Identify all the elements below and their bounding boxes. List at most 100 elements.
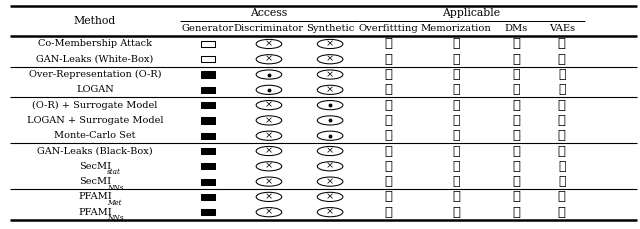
Text: ✓: ✓ <box>512 160 520 173</box>
Text: LOGAN: LOGAN <box>76 85 114 94</box>
Text: ✓: ✓ <box>385 114 392 127</box>
Text: Discriminator: Discriminator <box>234 24 304 33</box>
Text: ✗: ✗ <box>452 144 460 158</box>
Text: ✓: ✓ <box>558 38 566 50</box>
Text: ✓: ✓ <box>385 160 392 173</box>
Text: PFAMI: PFAMI <box>78 192 112 201</box>
Text: Memorization: Memorization <box>420 24 492 33</box>
Text: Monte-Carlo Set: Monte-Carlo Set <box>54 131 136 140</box>
Text: (O-R) + Surrogate Model: (O-R) + Surrogate Model <box>32 101 157 110</box>
Text: ✓: ✓ <box>512 190 520 203</box>
Text: ×: × <box>326 177 334 186</box>
Text: ✗: ✗ <box>558 83 566 96</box>
Text: ✓: ✓ <box>385 175 392 188</box>
Text: ×: × <box>326 147 334 155</box>
Text: NNs: NNs <box>107 214 124 222</box>
Text: ×: × <box>265 116 273 125</box>
Text: ✓: ✓ <box>385 206 392 219</box>
Text: ✗: ✗ <box>452 160 460 173</box>
Text: ✓: ✓ <box>512 53 520 66</box>
Text: ×: × <box>265 147 273 155</box>
Bar <box>201 194 214 200</box>
Text: ✓: ✓ <box>385 129 392 142</box>
Text: ✓: ✓ <box>558 129 566 142</box>
Text: Over-Representation (O-R): Over-Representation (O-R) <box>29 70 161 79</box>
Bar <box>201 117 214 123</box>
Text: ×: × <box>326 70 334 79</box>
Text: ✓: ✓ <box>512 206 520 219</box>
Text: Method: Method <box>74 16 116 26</box>
Text: Access: Access <box>250 8 287 18</box>
Text: ✓: ✓ <box>512 129 520 142</box>
Text: ✓: ✓ <box>385 68 392 81</box>
Text: ×: × <box>265 192 273 201</box>
Text: ✗: ✗ <box>452 129 460 142</box>
Bar <box>201 163 214 169</box>
Bar <box>201 87 214 93</box>
Text: ×: × <box>265 39 273 49</box>
Text: Met: Met <box>107 199 122 207</box>
Bar <box>201 148 214 154</box>
Text: ✓: ✓ <box>558 144 566 158</box>
Text: ✓: ✓ <box>385 190 392 203</box>
Text: ×: × <box>265 55 273 64</box>
Text: ✗: ✗ <box>558 175 566 188</box>
Text: ×: × <box>265 177 273 186</box>
Text: ✗: ✗ <box>512 83 520 96</box>
Text: ✓: ✓ <box>385 83 392 96</box>
Bar <box>201 102 214 108</box>
Text: ✓: ✓ <box>452 190 460 203</box>
Text: VAEs: VAEs <box>548 24 575 33</box>
Text: ✗: ✗ <box>452 38 460 50</box>
Text: ✓: ✓ <box>558 53 566 66</box>
Text: ✓: ✓ <box>512 114 520 127</box>
Text: ✓: ✓ <box>385 53 392 66</box>
Text: ✗: ✗ <box>558 160 566 173</box>
Text: ✓: ✓ <box>385 144 392 158</box>
Text: ✗: ✗ <box>558 68 566 81</box>
Text: Generator: Generator <box>182 24 234 33</box>
Text: ×: × <box>326 192 334 201</box>
Text: ✓: ✓ <box>385 99 392 112</box>
Text: ✗: ✗ <box>452 83 460 96</box>
Text: Synthetic: Synthetic <box>306 24 355 33</box>
Text: GAN-Leaks (White-Box): GAN-Leaks (White-Box) <box>36 55 154 64</box>
Text: ✓: ✓ <box>512 38 520 50</box>
Bar <box>201 56 214 62</box>
Text: ×: × <box>265 131 273 140</box>
Text: NNs: NNs <box>107 184 124 192</box>
Text: ✗: ✗ <box>452 114 460 127</box>
Text: ×: × <box>326 85 334 94</box>
Bar <box>201 178 214 185</box>
Bar <box>201 133 214 139</box>
Bar <box>201 41 214 47</box>
Text: ✓: ✓ <box>512 144 520 158</box>
Text: ×: × <box>265 101 273 110</box>
Text: ×: × <box>265 162 273 171</box>
Text: ✓: ✓ <box>385 38 392 50</box>
Text: ×: × <box>326 162 334 171</box>
Text: GAN-Leaks (Black-Box): GAN-Leaks (Black-Box) <box>37 147 153 155</box>
Text: ✓: ✓ <box>558 206 566 219</box>
Text: DMs: DMs <box>504 24 528 33</box>
Text: Overfittting: Overfittting <box>358 24 419 33</box>
Text: ✓: ✓ <box>558 190 566 203</box>
Text: Applicable: Applicable <box>442 8 500 18</box>
Text: PFAMI: PFAMI <box>78 208 112 217</box>
Text: ✓: ✓ <box>512 99 520 112</box>
Text: ×: × <box>265 208 273 217</box>
Bar <box>201 71 214 78</box>
Text: ✗: ✗ <box>452 53 460 66</box>
Text: ✗: ✗ <box>452 175 460 188</box>
Text: ✓: ✓ <box>558 114 566 127</box>
Bar <box>201 209 214 215</box>
Text: stat: stat <box>107 168 121 176</box>
Text: ×: × <box>326 39 334 49</box>
Text: Co-Membership Attack: Co-Membership Attack <box>38 39 152 49</box>
Text: LOGAN + Surrogate Model: LOGAN + Surrogate Model <box>27 116 163 125</box>
Text: ✓: ✓ <box>558 99 566 112</box>
Text: ×: × <box>326 55 334 64</box>
Text: ✗: ✗ <box>452 99 460 112</box>
Text: SecMI: SecMI <box>79 162 111 171</box>
Text: SecMI: SecMI <box>79 177 111 186</box>
